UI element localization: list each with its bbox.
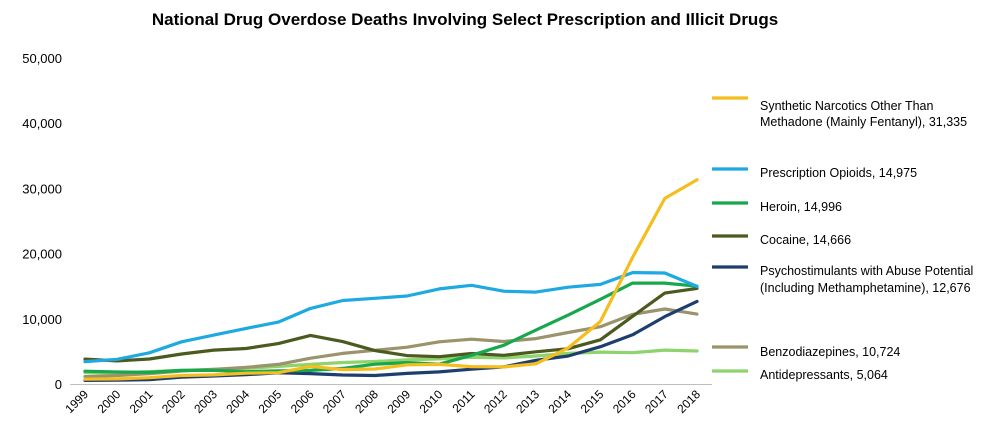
x-tick-label: 2018 bbox=[674, 387, 703, 416]
x-tick-label: 2007 bbox=[320, 387, 349, 416]
legend-item-synthetic-narcotics-other-than-methadone: Synthetic Narcotics Other Than Methadone … bbox=[712, 96, 967, 129]
chart-title: National Drug Overdose Deaths Involving … bbox=[151, 10, 779, 29]
y-tick-label: 0 bbox=[55, 377, 62, 392]
legend-label: Cocaine, 14,666 bbox=[760, 233, 851, 247]
legend-label: Synthetic Narcotics Other Than bbox=[760, 99, 934, 113]
x-tick-label: 2009 bbox=[384, 387, 413, 416]
series-line-heroin bbox=[83, 281, 699, 374]
y-axis: 50,000 40,000 30,000 20,000 10,000 0 bbox=[22, 51, 62, 392]
y-tick-label: 10,000 bbox=[22, 312, 62, 327]
x-tick-label: 2017 bbox=[642, 387, 671, 416]
legend-label: Benzodiazepines, 10,724 bbox=[760, 345, 900, 359]
x-tick-label: 2004 bbox=[223, 387, 252, 416]
x-tick-label: 2006 bbox=[288, 387, 317, 416]
legend-item-psychostimulants-with-abuse-potential: Psychostimulants with Abuse Potential (In… bbox=[712, 264, 973, 295]
y-tick-label: 20,000 bbox=[22, 247, 62, 262]
legend-label: (Including Methamphetamine), 12,676 bbox=[760, 281, 971, 295]
series-line-cocaine bbox=[83, 286, 699, 363]
legend-label: Heroin, 14,996 bbox=[760, 200, 842, 214]
legend-item-prescription-opioids: Prescription Opioids, 14,975 bbox=[712, 166, 917, 180]
y-tick-label: 30,000 bbox=[22, 181, 62, 196]
x-axis: 1999 2000 2001 2002 2003 2004 2005 2006 2007 2008… bbox=[62, 384, 712, 416]
x-tick-label: 2005 bbox=[256, 387, 285, 416]
x-tick-label: 2012 bbox=[481, 387, 510, 416]
legend-label: Methadone (Mainly Fentanyl), 31,335 bbox=[760, 115, 967, 129]
legend-label: Antidepressants, 5,064 bbox=[760, 368, 888, 382]
series-line-synthetic-narcotics-other-than-methadone bbox=[83, 178, 699, 381]
x-tick-label: 2003 bbox=[191, 387, 220, 416]
legend-label: Psychostimulants with Abuse Potential bbox=[760, 264, 973, 278]
x-tick-label: 2011 bbox=[449, 387, 477, 415]
legend: Synthetic Narcotics Other Than Methadone … bbox=[712, 96, 973, 382]
legend-item-cocaine: Cocaine, 14,666 bbox=[712, 233, 851, 247]
x-tick-label: 2015 bbox=[578, 387, 607, 416]
legend-item-antidepressants: Antidepressants, 5,064 bbox=[712, 368, 888, 382]
x-tick-label: 2008 bbox=[352, 387, 381, 416]
x-tick-label: 2014 bbox=[545, 387, 574, 416]
legend-item-benzodiazepines: Benzodiazepines, 10,724 bbox=[712, 345, 900, 359]
x-tick-label: 2000 bbox=[95, 387, 124, 416]
x-tick-label: 2013 bbox=[513, 387, 542, 416]
x-tick-label: 2010 bbox=[417, 387, 446, 416]
legend-label: Prescription Opioids, 14,975 bbox=[760, 166, 917, 180]
y-tick-label: 40,000 bbox=[22, 116, 62, 131]
legend-item-heroin: Heroin, 14,996 bbox=[712, 200, 842, 214]
x-tick-label: 2016 bbox=[610, 387, 639, 416]
y-tick-label: 50,000 bbox=[22, 51, 62, 66]
x-tick-label: 1999 bbox=[62, 387, 91, 416]
x-tick-label: 2002 bbox=[159, 387, 188, 416]
series-lines bbox=[83, 178, 699, 382]
series-line-prescription-opioids bbox=[83, 271, 699, 364]
x-tick-label: 2001 bbox=[127, 387, 156, 416]
